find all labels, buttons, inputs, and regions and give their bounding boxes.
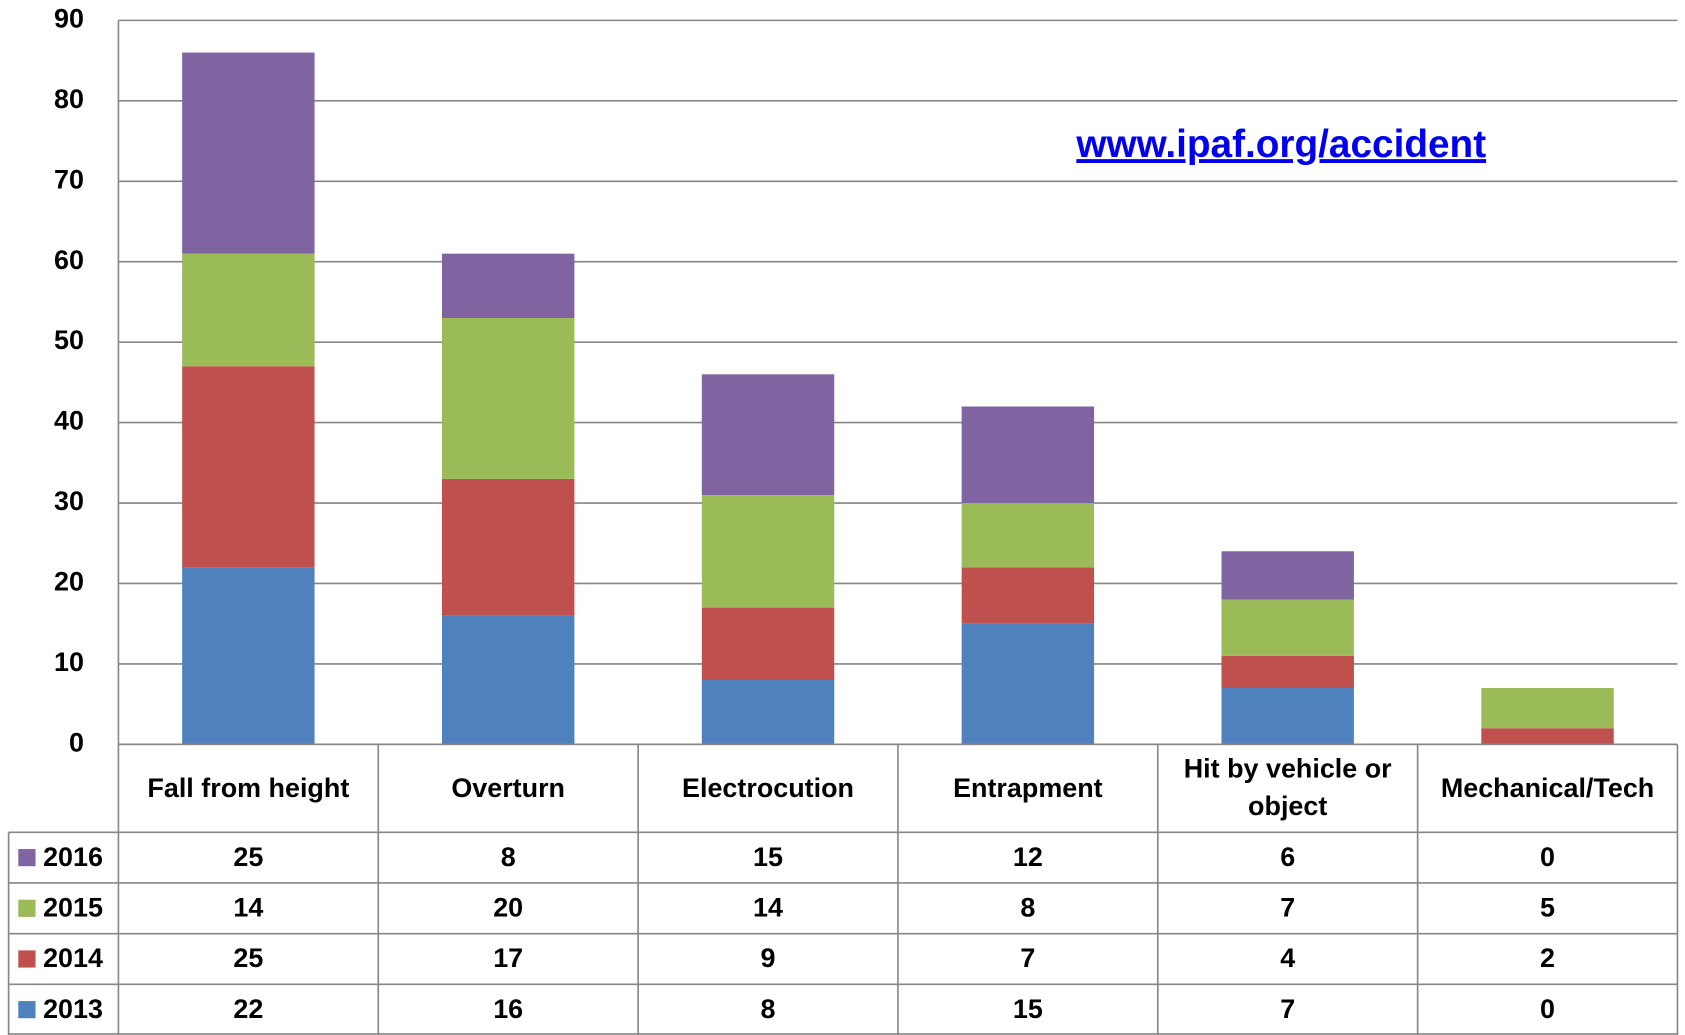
table-value: 25 xyxy=(233,943,263,973)
bar xyxy=(1221,599,1354,656)
x-tick-label: Entrapment xyxy=(953,772,1103,803)
x-tick-label: Fall from height xyxy=(147,772,350,803)
bar xyxy=(701,607,835,680)
bar xyxy=(182,366,315,568)
table-value: 7 xyxy=(1020,943,1035,973)
table-value: 8 xyxy=(761,994,776,1024)
legend-swatch xyxy=(18,899,36,917)
table-value: 14 xyxy=(753,893,783,923)
table-value: 22 xyxy=(233,994,263,1024)
x-tick-label: Hit by vehicle or object xyxy=(1183,753,1392,822)
legend-label: 2014 xyxy=(43,943,103,973)
x-tick-label: Mechanical/Tech xyxy=(1440,772,1655,803)
bar xyxy=(961,567,1095,624)
y-tick-label: 10 xyxy=(54,647,84,677)
bar xyxy=(1481,728,1614,745)
legend-label: 2015 xyxy=(43,893,103,923)
y-tick-label: 80 xyxy=(54,84,84,114)
table-value: 0 xyxy=(1540,842,1555,872)
table-value: 4 xyxy=(1280,943,1295,973)
table-value: 0 xyxy=(1540,994,1555,1024)
bar xyxy=(701,679,835,745)
legend-swatch xyxy=(18,950,36,968)
table-value: 5 xyxy=(1540,893,1555,923)
table-value: 25 xyxy=(233,842,263,872)
table-value: 2 xyxy=(1540,943,1555,973)
y-tick-label: 70 xyxy=(54,164,84,194)
table-value: 8 xyxy=(501,842,516,872)
bar xyxy=(1221,688,1354,745)
link[interactable]: www.ipaf.org/accident xyxy=(1075,123,1486,166)
bar xyxy=(701,494,835,608)
x-tick-label-box: Electrocution xyxy=(682,772,855,803)
bar xyxy=(1221,655,1354,689)
table-value: 7 xyxy=(1280,994,1295,1024)
x-tick-label-box: Overturn xyxy=(451,772,566,803)
bar xyxy=(1481,688,1614,729)
bar xyxy=(182,52,315,254)
bar xyxy=(701,374,835,495)
table-value: 12 xyxy=(1013,842,1043,872)
y-tick-label: 60 xyxy=(54,245,84,275)
table-value: 16 xyxy=(493,994,523,1024)
x-tick-label-box: Entrapment xyxy=(953,772,1103,803)
bar xyxy=(961,406,1095,504)
x-tick-label: Electrocution xyxy=(682,772,855,803)
table-value: 14 xyxy=(233,893,263,923)
y-tick-label: 90 xyxy=(54,4,84,34)
legend-label: 2016 xyxy=(43,842,103,872)
table-value: 6 xyxy=(1280,842,1295,872)
bar xyxy=(961,623,1095,745)
table-value: 9 xyxy=(761,943,776,973)
bar xyxy=(1221,551,1354,600)
bar xyxy=(182,253,315,367)
table-value: 8 xyxy=(1020,893,1035,923)
bar xyxy=(441,318,575,479)
y-tick-label: 40 xyxy=(54,406,84,436)
y-tick-label: 0 xyxy=(69,727,84,757)
table-value: 15 xyxy=(1013,994,1043,1024)
legend-label: 2013 xyxy=(43,994,103,1024)
table-value: 17 xyxy=(493,943,523,973)
bar xyxy=(441,253,575,319)
table-value: 15 xyxy=(753,842,783,872)
bar xyxy=(441,478,575,616)
bar xyxy=(441,615,575,745)
table-value: 7 xyxy=(1280,893,1295,923)
legend-swatch xyxy=(18,849,36,867)
y-tick-label: 30 xyxy=(54,486,84,516)
x-tick-label-box: Fall from height xyxy=(147,772,350,803)
y-tick-label: 50 xyxy=(54,325,84,355)
table-value: 20 xyxy=(493,893,523,923)
bar xyxy=(182,567,315,745)
x-tick-label-box: Hit by vehicle or object xyxy=(1183,753,1392,822)
x-tick-label: Overturn xyxy=(451,772,566,803)
legend-swatch xyxy=(18,1001,36,1019)
x-tick-label-box: Mechanical/Tech xyxy=(1440,772,1655,803)
y-tick-label: 20 xyxy=(54,567,84,597)
bar xyxy=(961,503,1095,568)
